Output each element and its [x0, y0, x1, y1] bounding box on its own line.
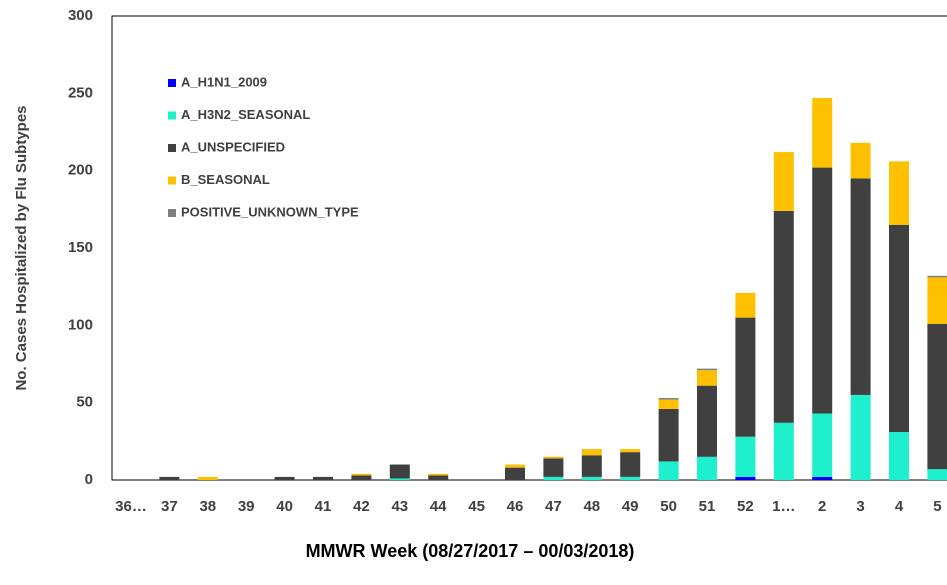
bar-segment	[581, 476, 602, 480]
y-tick-label: 250	[68, 84, 93, 101]
x-tick-label: 52	[737, 498, 754, 515]
x-tick-label: 41	[315, 498, 332, 515]
bar-segment	[197, 476, 218, 480]
bar-segment	[505, 464, 525, 468]
bar-segment	[428, 473, 449, 476]
bar-segment	[274, 476, 295, 480]
bar-segment	[735, 476, 756, 480]
bar-segment	[889, 224, 909, 433]
x-tick-label: 44	[430, 498, 447, 515]
bar-segment	[428, 475, 449, 480]
bar-segment	[389, 464, 410, 479]
bar-segment	[159, 476, 180, 480]
bar-segment	[697, 385, 717, 457]
bar-segment	[773, 210, 794, 423]
x-tick-label: 51	[699, 498, 716, 515]
bar-segment	[658, 461, 679, 480]
x-tick-label: 5	[933, 498, 941, 515]
bar-segment	[735, 436, 756, 477]
x-tick-label: 46	[507, 498, 524, 515]
bar-segment	[927, 323, 947, 470]
x-tick-label: 45	[468, 498, 485, 515]
x-tick-label: 40	[276, 498, 293, 515]
x-tick-label: 2	[818, 498, 826, 515]
x-tick-label: 47	[545, 498, 562, 515]
bar-segment	[389, 478, 410, 480]
bar-segment	[850, 178, 871, 395]
x-tick-label: 49	[622, 498, 639, 515]
bar-segment	[735, 292, 756, 318]
y-axis-title: No. Cases Hospitalized by Flu Subtypes	[13, 105, 30, 390]
bar-segment	[658, 399, 679, 409]
bar-segment	[773, 422, 794, 480]
bar-segment	[927, 469, 947, 480]
bar-segment	[658, 408, 679, 462]
bar-segment	[620, 449, 641, 453]
legend-swatch	[168, 209, 176, 217]
bar-segment	[889, 161, 909, 225]
bar-segment	[581, 449, 602, 456]
bar-segment	[697, 456, 717, 480]
x-tick-label: 37	[161, 498, 178, 515]
bar-segment	[697, 368, 717, 371]
x-tick-label: 43	[391, 498, 408, 515]
bar-segment	[581, 455, 602, 477]
bar-segment	[313, 476, 333, 480]
bar-segment	[543, 456, 564, 459]
legend-label: A_H3N2_SEASONAL	[181, 107, 310, 122]
x-tick-label: 39	[238, 498, 255, 515]
legend-swatch	[168, 111, 176, 120]
bar-segment	[812, 97, 833, 168]
bar-segment	[620, 476, 641, 480]
x-tick-label: 3	[856, 498, 864, 515]
y-tick-label: 0	[85, 471, 93, 488]
bar-segment	[812, 167, 833, 414]
y-tick-label: 200	[68, 162, 93, 179]
bar-segment	[620, 452, 641, 477]
legend-label: B_SEASONAL	[181, 172, 270, 187]
x-tick-label: 4	[895, 498, 904, 515]
bar-segment	[658, 398, 679, 400]
y-tick-label: 100	[68, 316, 93, 333]
legend-label: A_H1N1_2009	[181, 74, 267, 89]
bar-segment	[351, 473, 372, 476]
legend-label: A_UNSPECIFIED	[181, 139, 285, 154]
bar-segment	[889, 432, 909, 480]
legend-swatch	[168, 79, 176, 87]
y-tick-label: 300	[68, 7, 93, 24]
x-tick-label: 38	[199, 498, 216, 515]
y-tick-label: 50	[76, 394, 93, 411]
bar-segment	[850, 394, 871, 480]
legend-label: POSITIVE_UNKNOWN_TYPE	[181, 204, 359, 219]
bar-segment	[351, 475, 372, 480]
bar-segment	[850, 142, 871, 179]
x-tick-label: 1…	[772, 498, 795, 515]
x-tick-label: 36…	[115, 498, 147, 515]
bar-segment	[543, 458, 564, 477]
bar-segment	[773, 152, 794, 211]
bar-segment	[543, 476, 564, 480]
x-tick-label: 48	[583, 498, 600, 515]
bar-segment	[812, 476, 833, 480]
x-tick-label: 42	[353, 498, 370, 515]
bar-segment	[697, 370, 717, 386]
bar-segment	[505, 467, 525, 480]
bar-segment	[927, 277, 947, 324]
y-tick-label: 150	[68, 239, 93, 256]
x-tick-label: 50	[660, 498, 677, 515]
legend-swatch	[168, 144, 176, 152]
bar-segment	[735, 317, 756, 437]
x-axis-title: MMWR Week (08/27/2017 – 00/03/2018)	[306, 541, 635, 561]
bar-segment	[927, 275, 947, 278]
bar-segment	[812, 413, 833, 477]
legend-swatch	[168, 176, 176, 185]
